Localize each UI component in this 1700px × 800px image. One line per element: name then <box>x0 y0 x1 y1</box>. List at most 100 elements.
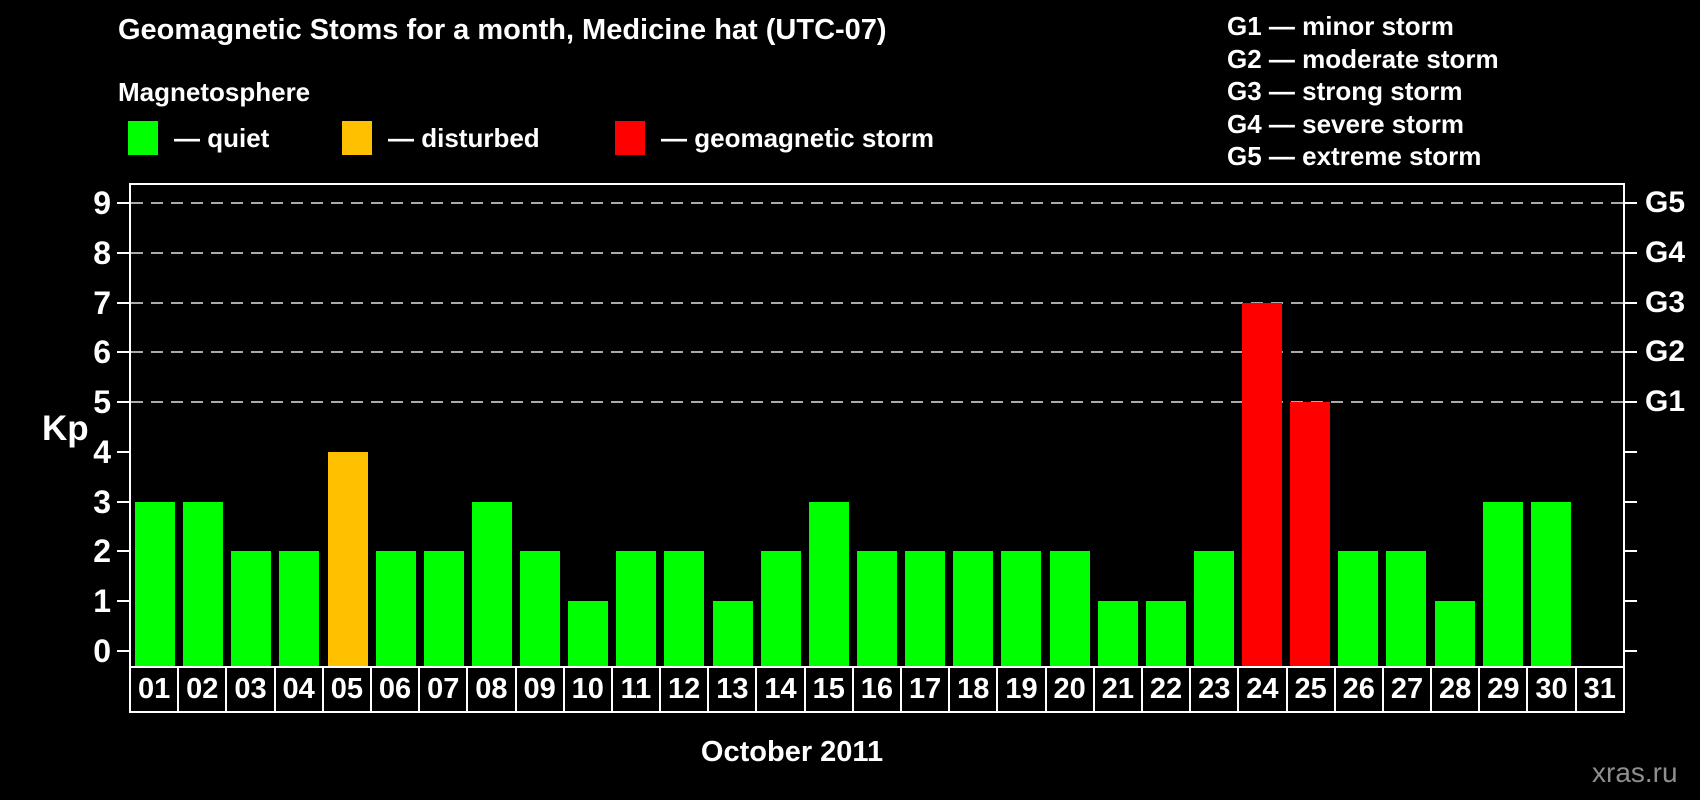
g-tick-label-g3: G3 <box>1645 285 1686 319</box>
legend-item-geomagnetic-storm: — geomagnetic storm <box>615 121 934 155</box>
x-tick-day-29: 29 <box>1478 666 1529 713</box>
x-tick-day-16: 16 <box>851 666 902 713</box>
g-legend-line-4: G4 — severe storm <box>1227 108 1465 139</box>
right-tick-4 <box>1625 450 1637 453</box>
bar-day-01 <box>135 501 176 666</box>
bar-day-15 <box>808 501 849 666</box>
x-tick-day-10: 10 <box>562 666 613 713</box>
right-tick-0 <box>1625 650 1637 652</box>
bar-day-28 <box>1434 601 1475 666</box>
bar-day-08 <box>471 501 512 666</box>
bar-day-29 <box>1482 501 1523 666</box>
bar-day-26 <box>1338 551 1379 666</box>
left-tick-9 <box>117 201 129 204</box>
chart-title: Geomagnetic Stoms for a month, Medicine … <box>118 14 887 46</box>
g-legend-line-5: G5 — extreme storm <box>1227 141 1482 171</box>
left-tick-5 <box>117 401 129 404</box>
g-legend-line-3: G3 — strong storm <box>1227 76 1463 106</box>
left-tick-6 <box>117 351 129 354</box>
bar-day-14 <box>760 551 801 666</box>
y-tick-label-7: 7 <box>93 284 111 321</box>
left-tick-0 <box>117 650 129 652</box>
y-tick-label-0: 0 <box>93 633 111 669</box>
left-tick-1 <box>117 600 129 603</box>
g-tick-label-g1: G1 <box>1645 385 1686 419</box>
right-tick-3 <box>1625 500 1637 503</box>
x-tick-day-02: 02 <box>177 666 228 713</box>
right-tick-7 <box>1625 301 1637 304</box>
left-tick-3 <box>117 500 129 503</box>
watermark: xras.ru <box>1592 757 1678 788</box>
x-tick-day-30: 30 <box>1526 666 1577 713</box>
x-tick-day-08: 08 <box>466 666 517 713</box>
x-tick-day-20: 20 <box>1044 666 1095 713</box>
right-tick-6 <box>1625 351 1637 354</box>
bar-day-05 <box>327 451 368 666</box>
x-axis-title: October 2011 <box>700 736 884 768</box>
x-tick-day-25: 25 <box>1285 666 1336 713</box>
bar-day-22 <box>1145 601 1186 666</box>
bar-day-25 <box>1290 402 1331 666</box>
x-tick-day-14: 14 <box>755 666 806 713</box>
x-tick-day-11: 11 <box>610 666 662 713</box>
legend-swatch-quiet <box>128 121 158 155</box>
gridline-kp-7 <box>131 301 1623 304</box>
bar-day-19 <box>1001 551 1042 666</box>
legend-label-quiet: — quiet <box>174 123 270 153</box>
magnetosphere-legend-heading: Magnetosphere <box>118 77 311 107</box>
gridline-kp-5 <box>131 401 1623 404</box>
gridline-kp-6 <box>131 351 1623 354</box>
left-tick-8 <box>117 251 129 254</box>
x-tick-day-09: 09 <box>514 666 565 713</box>
g-scale-legend: G1 — minor storm G2 — moderate storm G3 — … <box>1227 10 1499 173</box>
x-tick-day-22: 22 <box>1140 666 1192 713</box>
x-tick-day-01: 01 <box>129 666 180 713</box>
legend-item-disturbed: — disturbed <box>342 121 540 155</box>
x-tick-day-24: 24 <box>1237 666 1288 713</box>
x-tick-day-05: 05 <box>321 666 372 713</box>
left-tick-4 <box>117 450 129 453</box>
bar-day-09 <box>520 551 561 666</box>
legend-label-disturbed: — disturbed <box>388 123 540 153</box>
x-axis-day-labels: 01 02 03 04 05 06 07 08 09 10 11 12 13 14 15 16 17 18 19 20… <box>129 666 1625 713</box>
x-tick-day-19: 19 <box>996 666 1047 713</box>
right-tick-9 <box>1625 201 1637 204</box>
bar-day-27 <box>1386 551 1427 666</box>
y-tick-label-1: 1 <box>93 583 111 620</box>
y-tick-label-3: 3 <box>93 483 111 520</box>
legend-item-quiet: — quiet <box>128 121 269 155</box>
x-tick-day-21: 21 <box>1092 666 1143 713</box>
right-tick-2 <box>1625 550 1637 553</box>
y-tick-label-9: 9 <box>93 184 111 221</box>
bar-day-23 <box>1193 551 1234 666</box>
bar-day-11 <box>616 551 657 666</box>
y-tick-label-5: 5 <box>93 384 111 421</box>
x-tick-day-27: 27 <box>1381 666 1433 713</box>
g-tick-label-g5: G5 <box>1645 185 1686 219</box>
y-tick-label-8: 8 <box>93 234 111 271</box>
right-tick-8 <box>1625 251 1637 254</box>
bar-day-30 <box>1530 501 1571 666</box>
bar-day-06 <box>375 551 416 666</box>
bar-day-17 <box>905 551 946 666</box>
y-tick-label-4: 4 <box>93 433 111 470</box>
bar-day-13 <box>712 601 753 666</box>
x-tick-day-12: 12 <box>659 666 710 713</box>
x-tick-day-04: 04 <box>273 666 324 713</box>
x-tick-day-15: 15 <box>803 666 854 713</box>
plot-area <box>117 183 1637 668</box>
x-tick-day-13: 13 <box>707 666 758 713</box>
x-tick-day-23: 23 <box>1189 666 1240 713</box>
bar-day-20 <box>1049 551 1090 666</box>
g-tick-label-g4: G4 <box>1645 235 1686 269</box>
y-tick-label-6: 6 <box>93 334 111 371</box>
left-tick-2 <box>117 550 129 553</box>
left-tick-7 <box>117 301 129 304</box>
x-tick-day-17: 17 <box>900 666 951 713</box>
left-axis-tick-labels: 0 1 2 3 4 5 6 7 8 9 <box>0 183 117 669</box>
x-tick-day-07: 07 <box>418 666 469 713</box>
g-legend-line-2: G2 — moderate storm <box>1227 43 1499 74</box>
x-tick-day-28: 28 <box>1430 666 1481 713</box>
status-legend: — quiet — disturbed — geomagnetic storm <box>0 121 1200 161</box>
